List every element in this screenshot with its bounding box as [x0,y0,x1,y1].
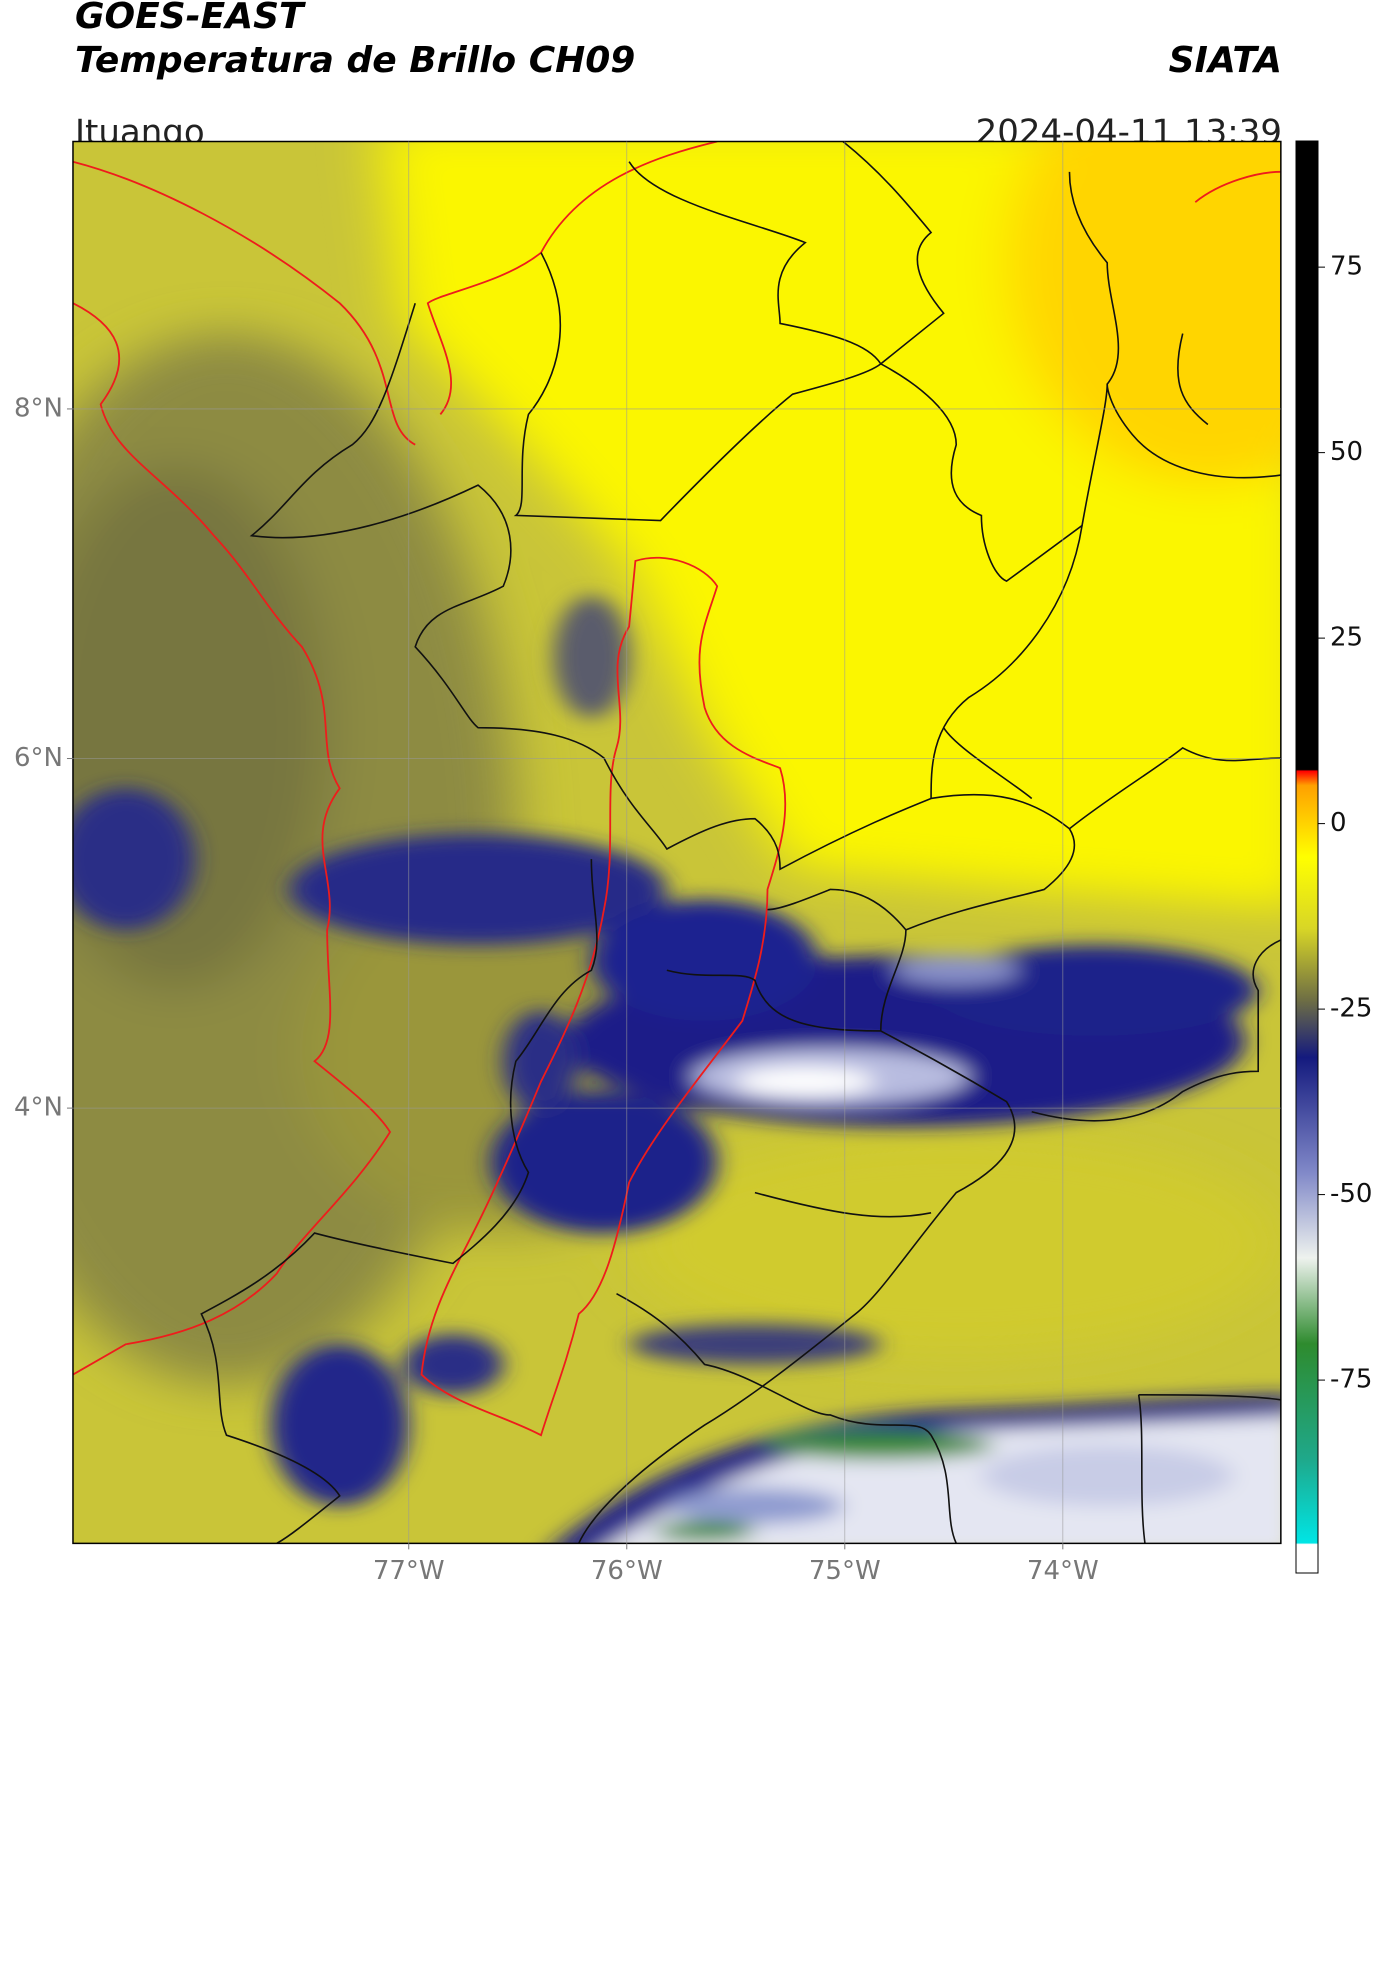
map-field [72,141,1281,1544]
colorbar-tick-label: 25 [1330,623,1363,653]
x-tick-label: 75°W [809,1556,881,1586]
title: GOES-EAST [75,0,306,37]
colorbar-tick-label: -75 [1330,1365,1372,1395]
boundaries [73,141,1281,1543]
colorbar-tick-label: -50 [1330,1179,1372,1209]
x-tick-label: 74°W [1027,1556,1099,1586]
colorbar-tick-label: 75 [1330,252,1363,282]
colorbar [1295,140,1319,1574]
map [0,40,1384,1556]
org: SIATA [1169,40,1282,81]
y-tick-label: 4°N [14,1093,63,1123]
colorbar-tick-label: 0 [1330,808,1347,838]
subtitle: Temperatura de Brillo CH09 [75,40,635,81]
y-tick-label: 6°N [14,743,63,773]
x-tick-label: 76°W [591,1556,663,1586]
map-frame [73,141,1281,1543]
colorbar-tick-label: -25 [1330,994,1372,1024]
colorbar-tick-label: 50 [1330,437,1363,467]
x-tick-label: 77°W [373,1556,445,1586]
y-tick-label: 8°N [14,393,63,423]
